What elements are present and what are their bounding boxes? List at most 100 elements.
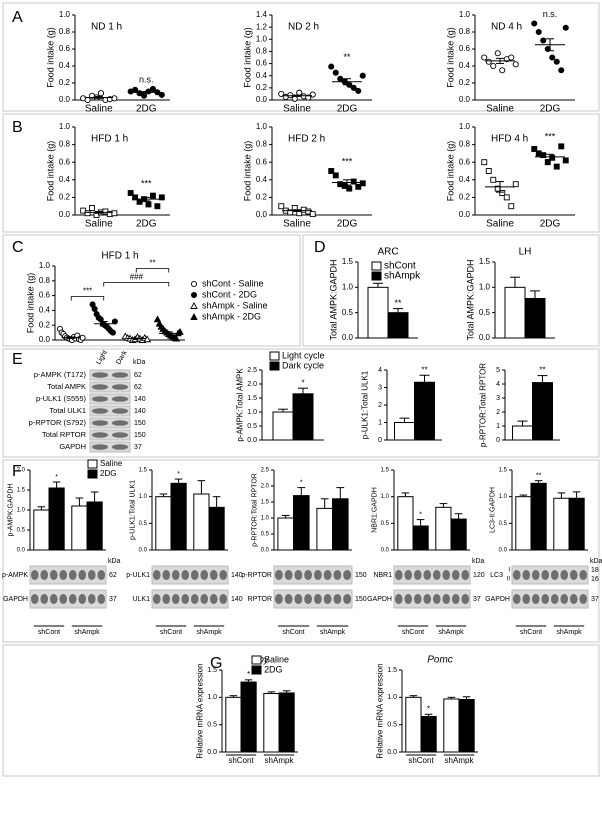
blot-unit: kDa — [472, 558, 485, 565]
y-axis-label: Relative mRNA expression — [196, 663, 205, 758]
blot-unit: kDa — [108, 558, 121, 565]
bar — [33, 509, 50, 551]
blot-kda: 37 — [134, 444, 142, 451]
y-tick-label: 0.0 — [256, 210, 268, 219]
bar — [278, 692, 295, 753]
x-tick-label: shAmpk — [74, 629, 100, 636]
blot-band — [200, 569, 209, 581]
blot-kda: 16 — [591, 576, 599, 583]
blot-band — [171, 593, 180, 605]
y-tick-label: 1.5 — [499, 468, 508, 474]
y-tick-label: 0.8 — [256, 140, 268, 149]
blot-band — [442, 569, 451, 581]
blot-band — [152, 593, 161, 605]
y-tick-label: 0.4 — [39, 306, 51, 315]
annotation: ** — [343, 52, 351, 62]
legend-label: Saline — [100, 459, 123, 468]
chart-title: HFD 1 h — [91, 134, 128, 145]
panel-label: G — [210, 655, 222, 672]
data-point — [359, 180, 366, 187]
data-point — [350, 178, 357, 185]
annotation: *** — [545, 132, 556, 142]
blot — [393, 589, 471, 609]
data-point — [111, 95, 118, 102]
y-axis-label: Relative mRNA expression — [376, 663, 385, 758]
legend-swatch — [251, 655, 262, 665]
bar — [170, 482, 187, 551]
bar — [394, 422, 415, 441]
data-point — [562, 157, 569, 164]
legend-swatch — [371, 261, 382, 271]
blot — [29, 565, 107, 585]
bar — [553, 497, 570, 551]
bar — [397, 496, 414, 551]
blot-kda: 140 — [134, 408, 146, 415]
chart-title: ND 1 h — [91, 22, 122, 33]
blot — [511, 565, 589, 585]
significance-bracket — [70, 296, 105, 301]
blot-band — [531, 593, 540, 605]
x-tick-label: 2DG — [540, 219, 561, 230]
y-tick-label: 0.5 — [381, 521, 390, 527]
blot-band — [30, 593, 39, 605]
bar — [193, 493, 210, 551]
blot-band — [112, 432, 128, 438]
blot-band — [323, 593, 332, 605]
bar — [71, 505, 88, 551]
data-point — [332, 172, 339, 179]
data-point — [111, 318, 118, 325]
bar — [293, 495, 310, 551]
blot-kda: 140 — [231, 596, 243, 603]
blot-band — [442, 593, 451, 605]
blot-band — [92, 432, 108, 438]
blot-band — [333, 569, 342, 581]
data-point — [190, 280, 198, 288]
y-axis-label: p-AMPK:GAPDH — [8, 484, 15, 537]
panel-label: C — [12, 239, 24, 256]
legend-label: Dark cycle — [282, 360, 324, 370]
y-tick-label: 1.0 — [459, 122, 471, 131]
blot — [89, 429, 131, 441]
blot-band — [162, 593, 171, 605]
chart-title: HFD 2 h — [288, 134, 325, 145]
x-tick-label: Saline — [486, 219, 514, 230]
data-point — [535, 28, 542, 36]
y-tick-label: 0.8 — [59, 27, 71, 36]
y-tick-label: 1.4 — [256, 10, 268, 19]
chart-title: HFD 4 h — [491, 134, 528, 145]
blot-band — [404, 593, 413, 605]
y-axis-label: p-ULK1:Total ULK1 — [130, 480, 137, 540]
blot-band — [461, 593, 470, 605]
y-axis-label: Food intake (g) — [445, 141, 455, 202]
bar — [435, 506, 452, 551]
blot-label: Total ULK1 — [49, 406, 86, 415]
panel-frame — [2, 644, 600, 777]
blot — [151, 565, 229, 585]
legend-label: shCont — [384, 261, 416, 272]
legend-label: shAmpk - Saline — [202, 300, 268, 310]
x-tick-label: 2DG — [337, 104, 358, 115]
annotation: ### — [130, 273, 144, 282]
blot-band — [97, 569, 106, 581]
bar — [458, 699, 475, 753]
y-axis-label: Food intake (g) — [45, 27, 55, 88]
blot-band — [181, 569, 190, 581]
y-tick-label: 4 — [496, 381, 500, 388]
y-tick-label: 0.0 — [387, 749, 397, 756]
legend-label: Saline — [264, 654, 289, 664]
blot-band — [423, 569, 432, 581]
panel-label: B — [12, 119, 23, 136]
y-axis-label: Total AMPK:GAPDH — [328, 259, 338, 340]
blot-band — [92, 372, 108, 378]
annotation: * — [301, 378, 304, 387]
y-axis-label: p-RPTOR:Total RPTOR — [252, 473, 259, 547]
bar — [272, 411, 294, 441]
data-point — [91, 305, 98, 312]
y-tick-label: 0.2 — [59, 78, 71, 87]
data-point — [172, 334, 181, 342]
y-tick-label: 0.5 — [499, 521, 508, 527]
blot-band — [304, 569, 313, 581]
blot-band — [343, 593, 352, 605]
blot-band — [87, 569, 96, 581]
